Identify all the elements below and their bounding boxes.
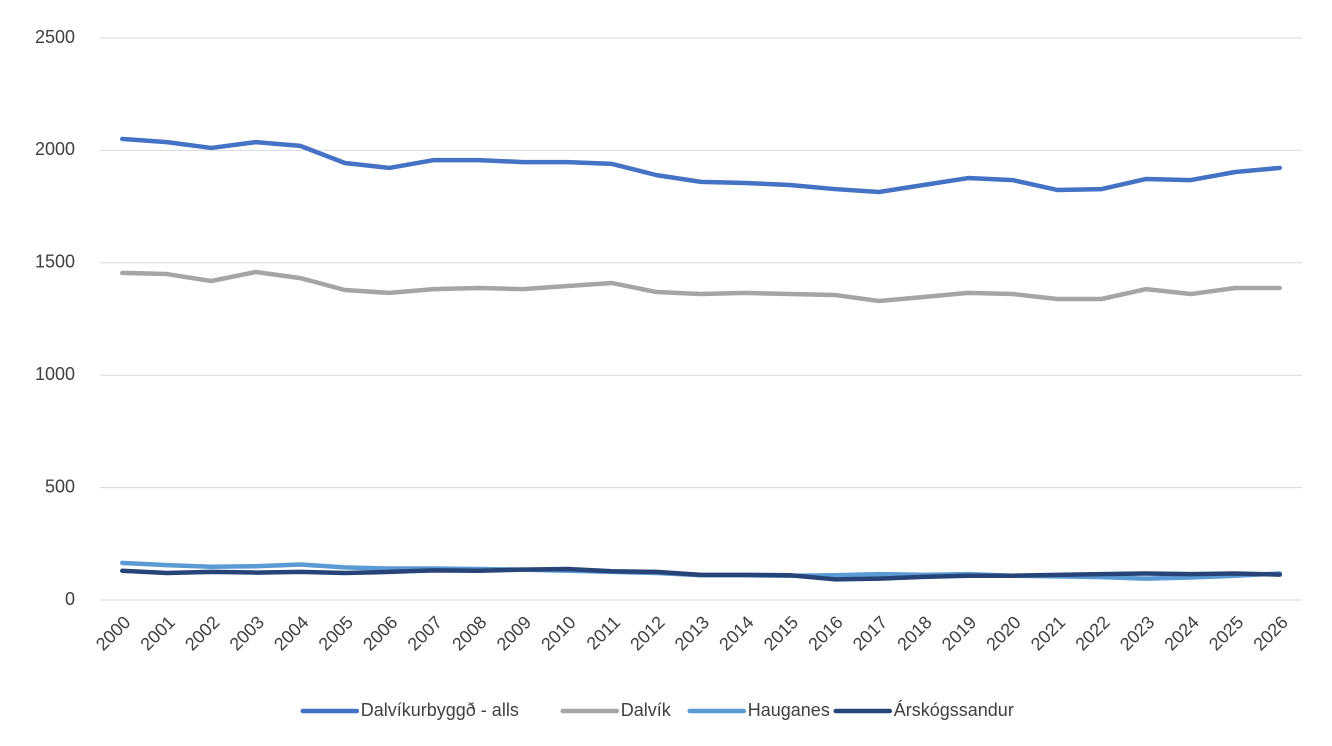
x-tick-label: 2004 (270, 612, 312, 654)
x-tick-label: 2020 (982, 612, 1024, 654)
x-tick-label: 2011 (583, 612, 625, 654)
x-tick-label: 2010 (537, 612, 579, 654)
x-tick-label: 2016 (804, 612, 846, 654)
x-tick-label: 2000 (92, 612, 134, 654)
y-tick-label: 1500 (35, 252, 75, 272)
x-tick-label: 2024 (1160, 612, 1202, 654)
x-tick-label: 2003 (226, 612, 268, 654)
y-tick-label: 2000 (35, 139, 75, 159)
y-tick-label: 0 (65, 589, 75, 609)
x-tick-label: 2023 (1116, 612, 1158, 654)
x-tick-label: 2008 (448, 612, 490, 654)
x-tick-label: 2005 (315, 612, 357, 654)
y-tick-label: 500 (45, 476, 75, 496)
x-tick-label: 2018 (893, 612, 935, 654)
x-tick-label: 2013 (671, 612, 713, 654)
x-tick-label: 2026 (1249, 612, 1291, 654)
x-tick-label: 2007 (404, 612, 446, 654)
x-tick-label: 2014 (715, 612, 757, 654)
series-line (120, 269, 1282, 304)
legend-label: Dalvík (621, 700, 672, 720)
y-tick-label: 1000 (35, 364, 75, 384)
legend-label: Dalvíkurbyggð - alls (361, 700, 519, 720)
x-tick-label: 2002 (181, 612, 223, 654)
legend-label: Árskógssandur (894, 700, 1014, 720)
x-tick-label: 2009 (493, 612, 535, 654)
legend-label: Hauganes (748, 700, 830, 720)
x-tick-label: 2015 (760, 612, 802, 654)
series-line (120, 136, 1282, 195)
x-tick-label: 2006 (359, 612, 401, 654)
series-line (120, 566, 1282, 582)
x-tick-label: 2025 (1205, 612, 1247, 654)
x-tick-label: 2022 (1071, 612, 1113, 654)
x-tick-label: 2019 (938, 612, 980, 654)
x-tick-label: 2012 (626, 612, 668, 654)
x-tick-label: 2001 (137, 612, 179, 654)
x-tick-label: 2021 (1027, 612, 1069, 654)
x-tick-label: 2017 (849, 612, 891, 654)
y-tick-label: 2500 (35, 27, 75, 47)
